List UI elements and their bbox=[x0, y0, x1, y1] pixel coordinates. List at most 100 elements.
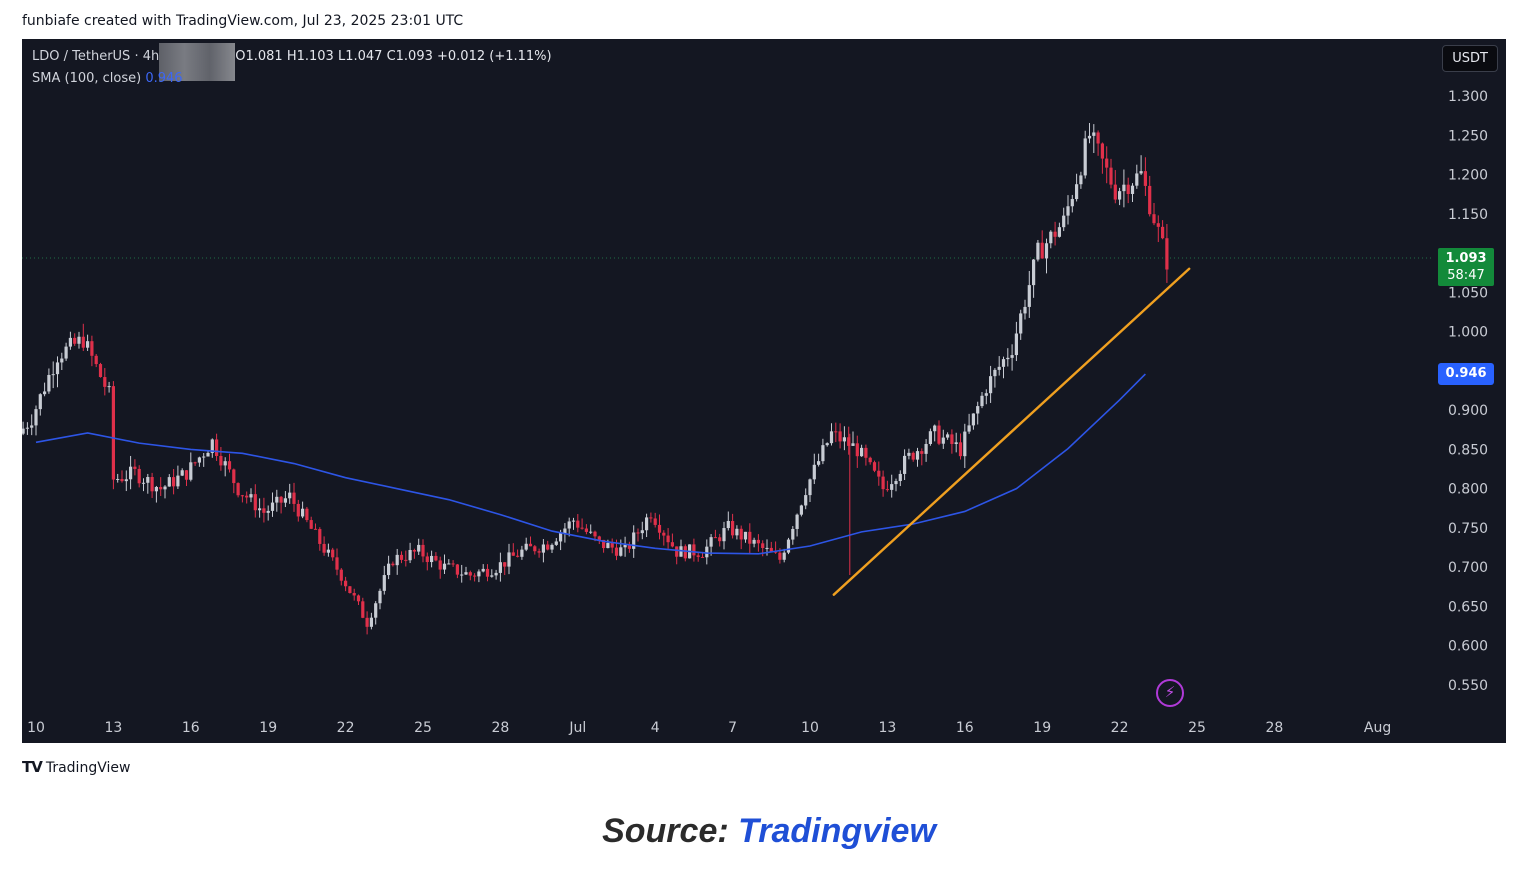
candle-body bbox=[989, 376, 993, 394]
candle-body bbox=[868, 457, 872, 463]
y-tick-label: 1.300 bbox=[1448, 89, 1488, 105]
candle-body bbox=[442, 563, 447, 570]
candle-body bbox=[124, 479, 128, 482]
currency-button[interactable]: USDT bbox=[1442, 45, 1498, 72]
candle-body bbox=[511, 552, 515, 556]
candle-body bbox=[331, 549, 335, 558]
y-tick-label: 0.850 bbox=[1448, 442, 1488, 458]
candle-body bbox=[202, 456, 206, 458]
candle-body bbox=[864, 447, 868, 458]
y-tick-label: 1.050 bbox=[1448, 285, 1488, 301]
candle-body bbox=[219, 455, 223, 466]
candle-body bbox=[726, 520, 730, 529]
candle-body bbox=[430, 555, 434, 563]
candle-body bbox=[769, 547, 773, 552]
x-tick-label: 16 bbox=[956, 720, 974, 736]
candle-body bbox=[821, 445, 825, 462]
current-price-tag: 1.093 58:47 bbox=[1438, 248, 1494, 286]
candle-body bbox=[163, 486, 167, 490]
candle-body bbox=[898, 473, 902, 482]
price-chart[interactable]: 1.300 1.250 1.200 1.150 1.050 1.000 0.900 0.850… bbox=[22, 39, 1506, 743]
candle-body bbox=[516, 555, 520, 557]
candle-body bbox=[335, 557, 339, 570]
candle-body bbox=[976, 406, 980, 414]
candle-body bbox=[571, 520, 576, 522]
candle-body bbox=[885, 489, 889, 491]
candle-body bbox=[1096, 132, 1100, 144]
lightning-bolt-icon[interactable]: ⚡ bbox=[1156, 679, 1184, 707]
x-tick-label: 25 bbox=[414, 720, 432, 736]
y-tick-label: 1.250 bbox=[1448, 128, 1488, 144]
chart-panel[interactable]: 1.300 1.250 1.200 1.150 1.050 1.000 0.900 0.850… bbox=[22, 39, 1506, 743]
candle-body bbox=[563, 528, 567, 534]
candle-body bbox=[984, 393, 988, 396]
source-link[interactable]: Tradingview bbox=[738, 812, 936, 850]
y-tick-label: 0.550 bbox=[1448, 678, 1488, 694]
candle-body bbox=[1092, 132, 1096, 136]
high-value: H1.103 bbox=[286, 49, 334, 64]
candle-body bbox=[1156, 223, 1160, 227]
candle-body bbox=[946, 434, 950, 438]
low-value: L1.047 bbox=[337, 49, 383, 64]
candle-body bbox=[636, 532, 640, 534]
symbol-legend[interactable]: LDO / TetherUS · 4h O1.081 H1.103 L1.047 … bbox=[32, 43, 552, 81]
candle-body bbox=[589, 531, 593, 533]
candle-body bbox=[1049, 231, 1053, 244]
candle-body bbox=[189, 462, 193, 480]
candle-body bbox=[1143, 171, 1147, 186]
x-tick-label: 13 bbox=[878, 720, 896, 736]
candle-body bbox=[1032, 259, 1036, 286]
sma-legend[interactable]: SMA (100, close) 0.946 bbox=[32, 71, 183, 86]
y-tick-label: 1.150 bbox=[1448, 207, 1488, 223]
candle-body bbox=[967, 425, 971, 432]
candle-body bbox=[68, 337, 72, 347]
candle-body bbox=[1100, 143, 1104, 159]
candle-body bbox=[1161, 226, 1165, 239]
candle-body bbox=[81, 336, 85, 348]
candle-body bbox=[774, 551, 778, 553]
candle-body bbox=[610, 543, 614, 548]
candle-body bbox=[829, 431, 834, 444]
candle-body bbox=[98, 364, 103, 378]
candle-body bbox=[1152, 214, 1156, 224]
candle-body bbox=[911, 452, 915, 460]
candle-body bbox=[928, 431, 932, 444]
candle-body bbox=[653, 518, 657, 525]
y-tick-label: 0.900 bbox=[1448, 403, 1488, 419]
candle-body bbox=[129, 466, 133, 480]
candle-body bbox=[872, 462, 877, 471]
candle-body bbox=[903, 455, 907, 474]
candle-body bbox=[713, 537, 717, 539]
trendline[interactable] bbox=[832, 267, 1191, 596]
candle-body bbox=[159, 486, 163, 490]
candle-body bbox=[206, 452, 210, 457]
candle-body bbox=[240, 495, 244, 497]
candle-body bbox=[279, 496, 283, 503]
candle-body bbox=[782, 552, 786, 560]
candle-body bbox=[339, 569, 343, 581]
candle-body bbox=[369, 617, 373, 627]
bar-countdown: 58:47 bbox=[1447, 268, 1485, 283]
source-caption: Source: Tradingview bbox=[0, 812, 1538, 851]
candle-body bbox=[825, 443, 829, 446]
candle-body bbox=[477, 571, 481, 577]
candle-body bbox=[627, 544, 631, 549]
candle-body bbox=[602, 539, 606, 549]
candle-body bbox=[1087, 135, 1092, 139]
candle-body bbox=[253, 494, 257, 511]
x-tick-label: 10 bbox=[801, 720, 819, 736]
candle-body bbox=[937, 425, 941, 444]
candle-body bbox=[503, 562, 507, 567]
candle-body bbox=[223, 461, 227, 466]
candle-body bbox=[356, 595, 361, 602]
candle-body bbox=[954, 442, 958, 444]
candle-body bbox=[146, 477, 150, 483]
current-price-value: 1.093 bbox=[1445, 251, 1487, 266]
candle-body bbox=[275, 496, 279, 503]
candle-body bbox=[1075, 184, 1079, 200]
candle-body bbox=[851, 443, 855, 446]
candle-body bbox=[361, 601, 365, 618]
tradingview-logo-icon: TV bbox=[22, 758, 43, 776]
candle-body bbox=[860, 447, 864, 457]
candle-body bbox=[172, 477, 176, 487]
